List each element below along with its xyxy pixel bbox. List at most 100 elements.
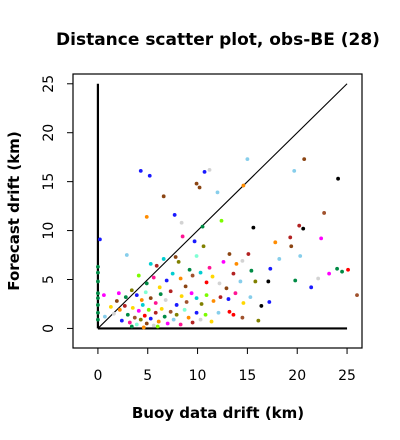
x-tick-label: 5 bbox=[143, 368, 152, 384]
data-point bbox=[142, 313, 147, 318]
data-point bbox=[161, 194, 166, 199]
data-point bbox=[248, 295, 253, 300]
y-tick-label: 15 bbox=[41, 173, 57, 191]
data-point bbox=[293, 278, 298, 283]
data-point bbox=[355, 293, 359, 298]
data-point bbox=[139, 298, 144, 302]
data-point bbox=[158, 292, 163, 297]
data-point bbox=[119, 318, 124, 323]
data-point bbox=[234, 261, 239, 266]
data-point bbox=[233, 291, 238, 296]
data-point bbox=[322, 211, 327, 215]
data-point bbox=[153, 310, 158, 315]
data-point bbox=[251, 225, 256, 230]
data-point bbox=[226, 297, 231, 301]
data-point bbox=[161, 257, 166, 261]
data-point bbox=[178, 322, 183, 327]
data-point bbox=[127, 320, 132, 325]
data-point bbox=[194, 310, 199, 315]
data-point bbox=[316, 276, 321, 281]
data-point bbox=[183, 284, 188, 289]
data-point bbox=[129, 324, 134, 329]
x-axis: 0 5 10 15 20 25 bbox=[93, 348, 356, 384]
data-point bbox=[130, 305, 135, 310]
data-point bbox=[108, 305, 113, 309]
data-point bbox=[172, 213, 177, 217]
data-point bbox=[157, 285, 162, 290]
data-point bbox=[159, 306, 164, 311]
data-point bbox=[204, 280, 209, 285]
data-point bbox=[154, 263, 159, 268]
data-point bbox=[171, 317, 176, 322]
data-point bbox=[186, 315, 191, 320]
data-point bbox=[144, 321, 149, 326]
data-point bbox=[340, 269, 344, 274]
data-point bbox=[190, 273, 195, 278]
data-point bbox=[140, 303, 145, 307]
data-point bbox=[111, 311, 116, 316]
data-point bbox=[96, 291, 100, 296]
data-point bbox=[144, 281, 149, 286]
data-point bbox=[96, 279, 100, 284]
data-point bbox=[192, 239, 197, 244]
data-point bbox=[335, 266, 339, 271]
data-point bbox=[138, 168, 143, 173]
data-point bbox=[151, 275, 156, 280]
data-point bbox=[200, 224, 205, 229]
data-point bbox=[148, 261, 153, 266]
data-point bbox=[249, 268, 254, 273]
data-point bbox=[297, 223, 302, 228]
data-point bbox=[231, 271, 236, 276]
y-axis-label: Forecast drift (km) bbox=[5, 131, 23, 290]
data-point bbox=[288, 235, 293, 240]
data-point bbox=[174, 312, 179, 317]
data-point bbox=[319, 236, 324, 241]
data-point bbox=[198, 270, 203, 275]
data-point bbox=[168, 289, 173, 294]
data-point bbox=[148, 296, 153, 300]
data-point bbox=[176, 259, 181, 264]
data-point bbox=[96, 264, 100, 269]
data-point bbox=[144, 214, 149, 219]
data-point bbox=[238, 279, 243, 284]
data-point bbox=[198, 317, 203, 322]
data-point bbox=[122, 304, 127, 308]
data-point bbox=[189, 291, 194, 296]
data-point bbox=[155, 324, 160, 329]
data-point bbox=[173, 255, 178, 259]
data-point bbox=[146, 307, 151, 312]
data-point bbox=[259, 304, 264, 308]
data-point bbox=[124, 253, 129, 257]
data-point bbox=[245, 157, 250, 162]
data-point bbox=[190, 320, 195, 325]
data-point bbox=[182, 307, 187, 312]
data-point bbox=[197, 185, 202, 190]
data-point bbox=[256, 318, 261, 323]
data-point bbox=[143, 290, 148, 295]
data-point bbox=[153, 301, 158, 305]
data-point bbox=[217, 281, 222, 286]
data-point bbox=[148, 316, 153, 321]
data-point bbox=[231, 312, 236, 317]
data-point bbox=[151, 323, 156, 328]
scatter-points bbox=[96, 157, 359, 330]
reference-lines bbox=[96, 83, 348, 330]
data-point bbox=[204, 293, 209, 298]
data-point bbox=[227, 252, 232, 256]
data-point bbox=[170, 271, 175, 276]
data-point bbox=[289, 244, 294, 249]
x-tick-label: 0 bbox=[93, 368, 102, 384]
data-point bbox=[309, 285, 314, 290]
data-point bbox=[201, 244, 206, 249]
data-point bbox=[327, 271, 332, 276]
x-tick-label: 15 bbox=[238, 368, 256, 384]
data-point bbox=[221, 259, 226, 264]
data-point bbox=[267, 300, 272, 304]
data-point bbox=[277, 257, 282, 261]
data-point bbox=[101, 293, 106, 298]
data-point bbox=[156, 319, 161, 324]
data-point bbox=[194, 254, 199, 258]
data-point bbox=[114, 299, 119, 303]
data-point bbox=[336, 176, 340, 181]
